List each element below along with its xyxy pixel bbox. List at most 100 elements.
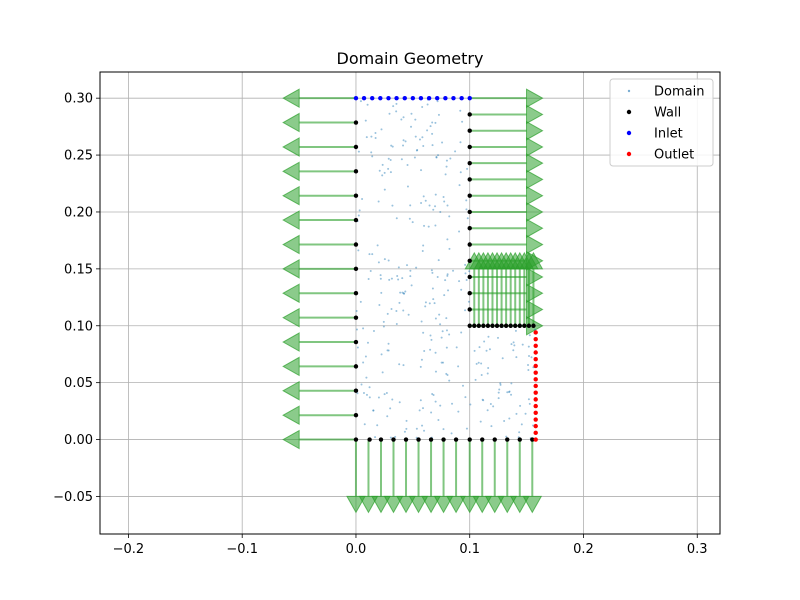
domain-point [374,131,377,134]
domain-point [460,331,463,334]
domain-point [465,199,468,202]
inlet-point [426,95,432,101]
domain-point [443,294,446,297]
domain-point [497,391,500,394]
domain-point [370,135,373,138]
arrow-head [526,218,544,239]
domain-point [424,305,427,308]
x-axis-ticks: −0.2 −0.1 0.0 0.1 0.2 0.3 [113,534,708,557]
domain-point [444,279,447,282]
domain-point [477,361,480,364]
wall-point [353,388,359,393]
domain-point [421,136,424,139]
domain-point [423,349,426,352]
domain-point [528,402,531,405]
domain-point [478,346,481,349]
domain-point [407,313,410,316]
arrow-head [282,210,300,230]
domain-point [480,362,483,365]
wall-point [522,323,527,328]
domain-point [386,349,389,352]
x-tick-label: 0.2 [573,542,594,557]
domain-point [492,405,495,408]
outlet-point [533,430,538,436]
domain-point [488,348,491,351]
arrow-head [459,495,480,514]
domain-point [396,275,399,278]
domain-point [483,340,486,343]
domain-point [404,140,407,143]
domain-point [466,217,469,220]
normal-arrow [522,439,543,514]
domain-point [391,204,394,207]
domain-point [514,329,517,332]
arrow-head [526,153,544,174]
normal-arrow [396,439,416,514]
domain-point [355,309,358,312]
domain-point [506,391,509,394]
arrow-head [282,380,300,401]
inlet-point [467,95,472,101]
wall-point [467,226,472,231]
domain-point [379,274,382,277]
normal-arrow [469,218,544,239]
domain-point [405,419,408,422]
wall-point [467,258,472,263]
inlet-point [459,95,464,101]
wall-point [513,323,518,328]
normal-arrow [459,439,480,514]
domain-point [434,224,437,227]
domain-point [362,392,365,395]
x-tick-label: 0.3 [687,542,708,557]
domain-point [452,269,455,272]
wall-point [353,193,359,198]
domain-point [371,155,374,158]
domain-point [487,335,490,338]
legend-marker-outlet [626,151,632,157]
domain-point [360,383,363,386]
axes-frame [99,71,721,535]
domain-point [383,188,386,191]
domain-point [414,135,417,138]
domain-point [446,374,449,377]
normal-arrow [469,185,544,206]
domain-point [381,163,384,166]
domain-point [359,300,362,303]
domain-point [518,431,521,434]
domain-point [408,217,411,220]
domain-point [368,396,371,399]
domain-point [508,417,511,420]
wall-point [505,437,510,442]
wall-point [353,315,359,320]
domain-point [459,171,462,174]
domain-point [486,409,489,412]
normal-arrow [282,112,356,133]
outlet-point [533,383,538,389]
wall-point [367,437,372,442]
domain-point [497,397,500,400]
wall-point [517,323,522,328]
domain-point [439,323,442,326]
domain-point [389,171,392,174]
domain-point [415,266,418,269]
arrow-head [523,251,544,270]
domain-point [403,430,406,433]
domain-point [394,435,397,438]
domain-point [519,404,522,407]
arrow-head [282,283,300,304]
domain-point [459,109,462,112]
arrow-head [282,234,300,255]
domain-point [380,128,383,131]
normal-arrow [282,234,356,255]
domain-point [439,404,442,407]
domain-point [422,244,425,247]
domain-point [499,383,502,386]
domain-point [377,396,380,399]
wall-point [467,274,472,280]
wall-point [353,413,359,418]
normal-arrow [469,234,544,255]
domain-point [413,156,416,159]
wall-point [353,364,359,369]
normal-arrow [469,202,544,222]
domain-point [366,103,369,106]
